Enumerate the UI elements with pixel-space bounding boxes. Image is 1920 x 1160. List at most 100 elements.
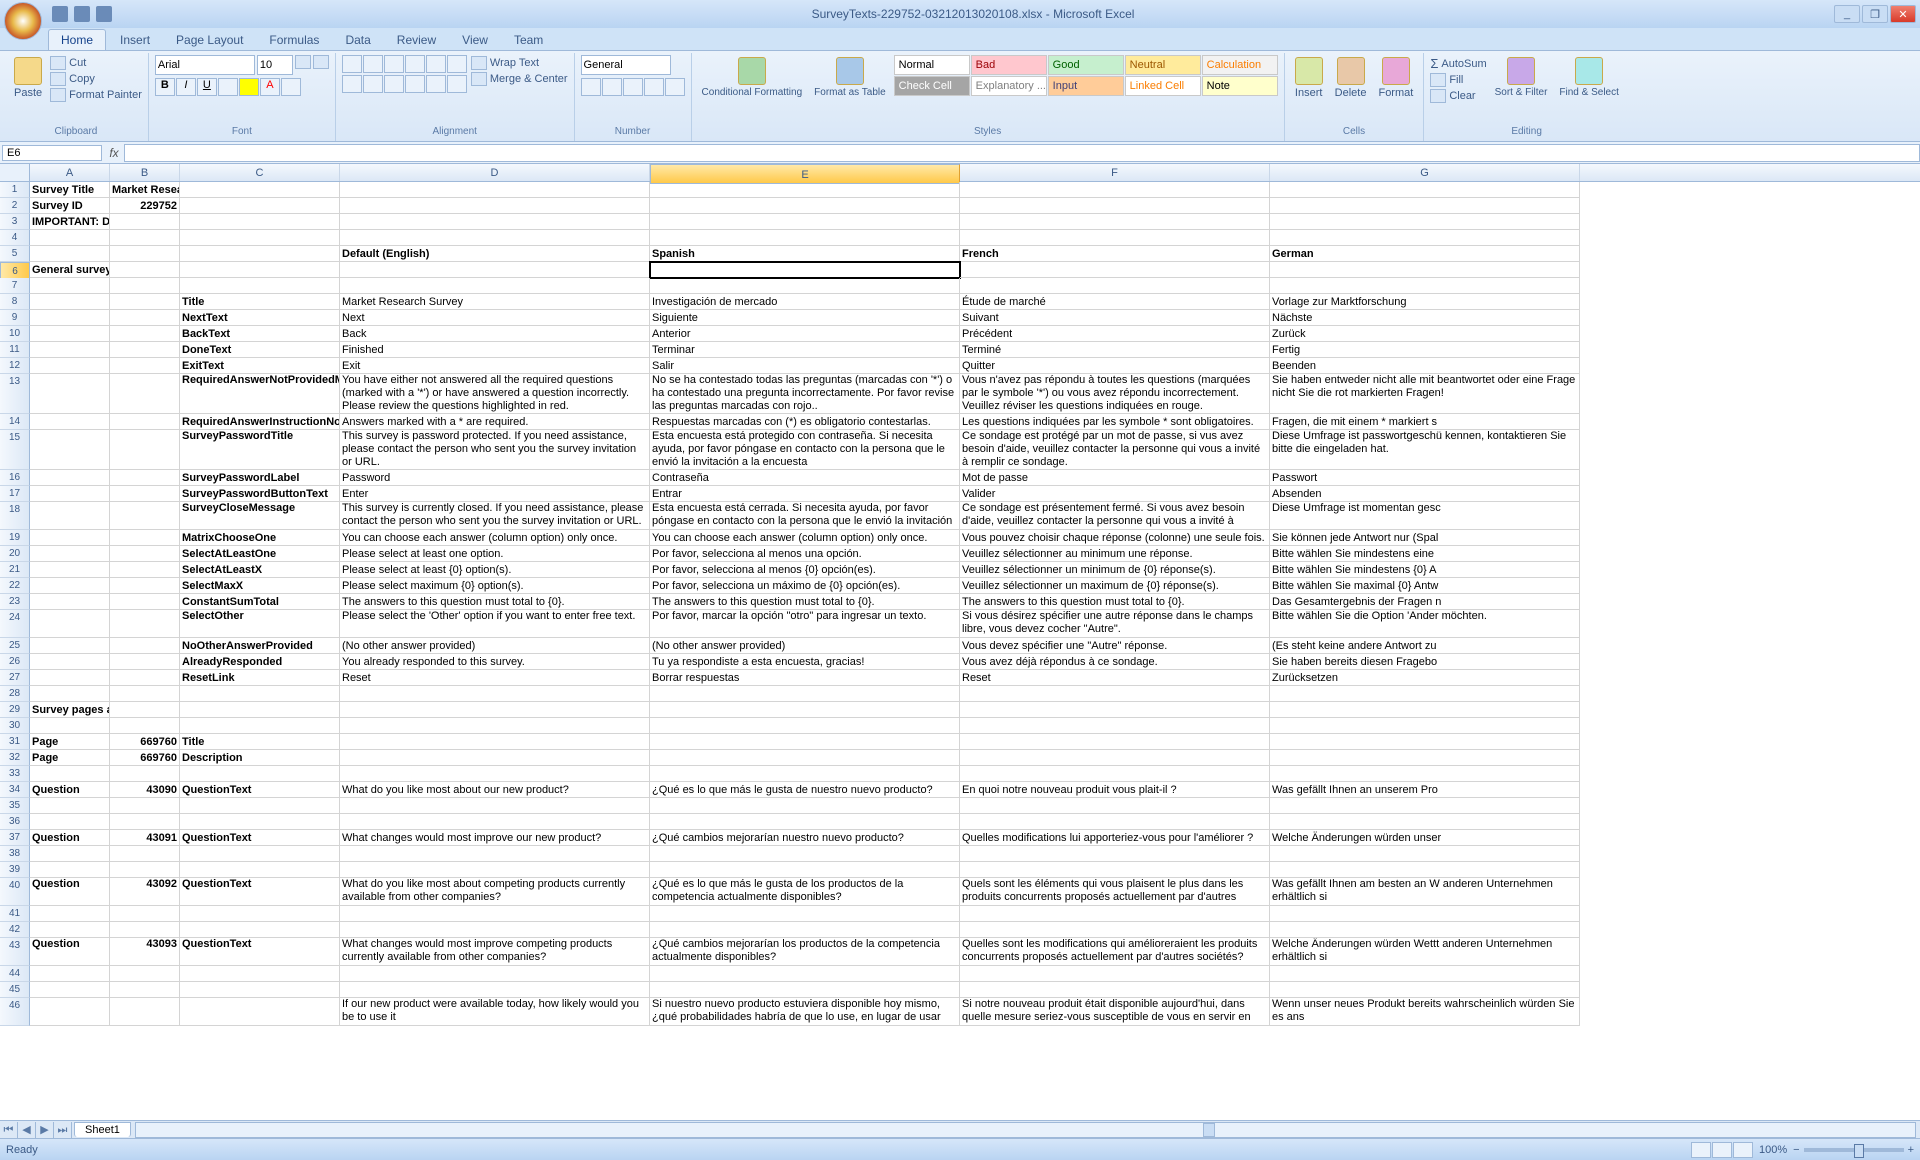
cell[interactable] (180, 230, 340, 246)
cell[interactable]: Question (30, 878, 110, 906)
cell[interactable] (1270, 718, 1580, 734)
cell[interactable]: Entrar (650, 486, 960, 502)
row-header[interactable]: 2 (0, 198, 30, 214)
cell[interactable]: Title (180, 734, 340, 750)
cell[interactable] (650, 214, 960, 230)
cell[interactable]: Investigación de mercado (650, 294, 960, 310)
cell[interactable] (110, 230, 180, 246)
cell[interactable] (960, 686, 1270, 702)
cell[interactable]: DoneText (180, 342, 340, 358)
cell[interactable] (110, 846, 180, 862)
cell[interactable] (650, 798, 960, 814)
cell[interactable] (30, 326, 110, 342)
cell[interactable]: Question (30, 830, 110, 846)
row-header[interactable]: 20 (0, 546, 30, 562)
cell[interactable] (1270, 198, 1580, 214)
cell[interactable]: This survey is currently closed. If you … (340, 502, 650, 530)
cell[interactable]: Tu ya respondiste a esta encuesta, graci… (650, 654, 960, 670)
cell[interactable] (340, 814, 650, 830)
cell[interactable] (650, 814, 960, 830)
cell[interactable]: ¿Qué es lo que más le gusta de los produ… (650, 878, 960, 906)
row-header[interactable]: 33 (0, 766, 30, 782)
cell[interactable]: Quelles sont les modifications qui améli… (960, 938, 1270, 966)
cell[interactable]: SurveyCloseMessage (180, 502, 340, 530)
cell[interactable] (110, 470, 180, 486)
column-header[interactable]: A (30, 164, 110, 181)
cell[interactable]: Bitte wählen Sie mindestens eine (1270, 546, 1580, 562)
row-header[interactable]: 40 (0, 878, 30, 906)
cell[interactable]: Page (30, 734, 110, 750)
cell[interactable]: 43093 (110, 938, 180, 966)
cell[interactable] (30, 686, 110, 702)
row-header[interactable]: 35 (0, 798, 30, 814)
row-header[interactable]: 11 (0, 342, 30, 358)
style-bad[interactable]: Bad (971, 55, 1047, 75)
cell[interactable]: Exit (340, 358, 650, 374)
cell[interactable]: Quitter (960, 358, 1270, 374)
cell-styles-gallery[interactable]: NormalBadGoodNeutralCalculationCheck Cel… (894, 55, 1278, 96)
italic-button[interactable]: I (176, 78, 196, 96)
cell[interactable]: Vorlage zur Marktforschung (1270, 294, 1580, 310)
cell[interactable]: Welche Änderungen würden Wettt anderen U… (1270, 938, 1580, 966)
merge-center-button[interactable]: Merge & Center (471, 71, 568, 87)
number-format-select[interactable] (581, 55, 671, 75)
cell[interactable]: Please select at least one option. (340, 546, 650, 562)
cell[interactable]: Market Research Survey (110, 182, 180, 198)
cell[interactable]: ResetLink (180, 670, 340, 686)
cell[interactable] (1270, 922, 1580, 938)
sheet-tab[interactable]: Sheet1 (74, 1122, 131, 1137)
row-header[interactable]: 4 (0, 230, 30, 246)
cell[interactable] (110, 766, 180, 782)
select-all-corner[interactable] (0, 164, 30, 181)
cell[interactable]: What do you like most about our new prod… (340, 782, 650, 798)
cell[interactable]: Valider (960, 486, 1270, 502)
row-header[interactable]: 17 (0, 486, 30, 502)
cell[interactable] (1270, 702, 1580, 718)
column-header[interactable]: F (960, 164, 1270, 181)
cell[interactable] (1270, 966, 1580, 982)
cell[interactable] (340, 278, 650, 294)
cell[interactable] (30, 530, 110, 546)
cell[interactable] (110, 214, 180, 230)
cell[interactable]: Esta encuesta está protegido con contras… (650, 430, 960, 470)
cell[interactable] (1270, 182, 1580, 198)
cell[interactable]: You already responded to this survey. (340, 654, 650, 670)
cell[interactable]: Ce sondage est protégé par un mot de pas… (960, 430, 1270, 470)
row-header[interactable]: 36 (0, 814, 30, 830)
page-layout-view-button[interactable] (1712, 1142, 1732, 1158)
cell[interactable] (30, 562, 110, 578)
cell[interactable] (1270, 750, 1580, 766)
cell[interactable]: Diese Umfrage ist passwortgeschü kennen,… (1270, 430, 1580, 470)
office-button[interactable] (4, 2, 42, 40)
cell[interactable]: Por favor, selecciona un máximo de {0} o… (650, 578, 960, 594)
style-checkcell[interactable]: Check Cell (894, 76, 970, 96)
cell[interactable] (110, 294, 180, 310)
cell[interactable]: Anterior (650, 326, 960, 342)
cell[interactable] (30, 430, 110, 470)
cell[interactable]: Description (180, 750, 340, 766)
cell[interactable] (340, 966, 650, 982)
cell[interactable] (650, 182, 960, 198)
cell[interactable] (110, 654, 180, 670)
cell[interactable] (30, 486, 110, 502)
cell[interactable] (30, 342, 110, 358)
cell[interactable] (30, 546, 110, 562)
cell[interactable]: Veuillez sélectionner un maximum de {0} … (960, 578, 1270, 594)
cell[interactable]: (No other answer provided) (650, 638, 960, 654)
cell[interactable]: Si vous désirez spécifier une autre répo… (960, 610, 1270, 638)
cell[interactable] (30, 906, 110, 922)
cell[interactable]: Wenn unser neues Produkt bereits wahrsch… (1270, 998, 1580, 1026)
column-header[interactable]: G (1270, 164, 1580, 181)
cell[interactable] (180, 798, 340, 814)
row-header[interactable]: 43 (0, 938, 30, 966)
cell[interactable] (30, 246, 110, 262)
cell[interactable] (30, 374, 110, 414)
row-header[interactable]: 7 (0, 278, 30, 294)
cell[interactable] (340, 750, 650, 766)
cell[interactable] (650, 982, 960, 998)
sort-filter-button[interactable]: Sort & Filter (1491, 55, 1552, 100)
first-sheet-button[interactable]: ⏮ (0, 1122, 18, 1138)
cell[interactable] (650, 862, 960, 878)
cell[interactable] (1270, 862, 1580, 878)
cell[interactable] (110, 310, 180, 326)
